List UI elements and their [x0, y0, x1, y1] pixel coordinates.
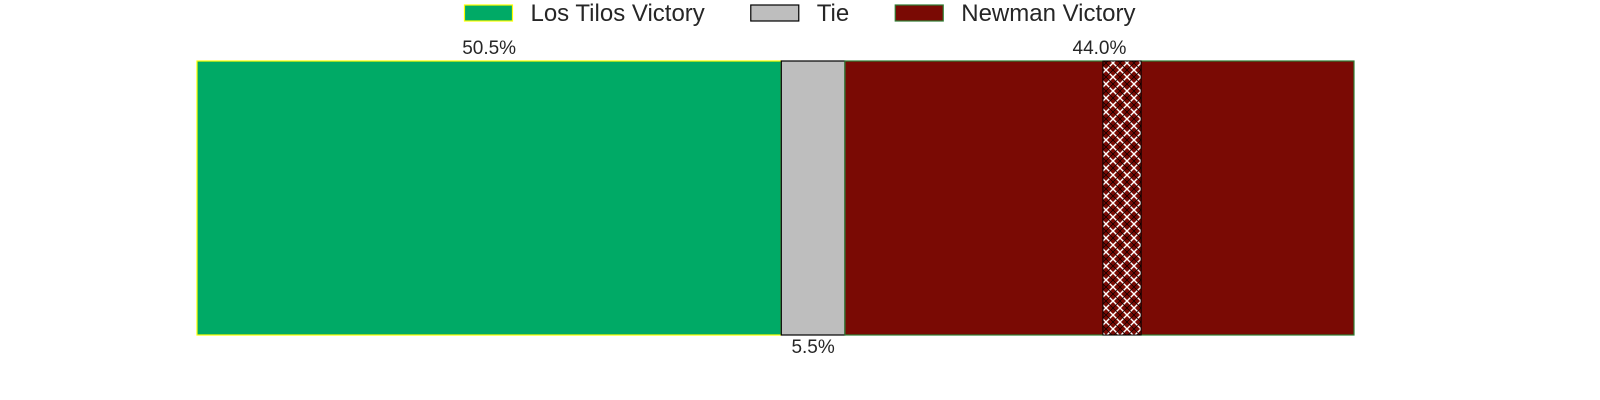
data-label-tie: 5.5% — [791, 337, 834, 358]
legend-label-newman-victory: Newman Victory — [961, 0, 1135, 27]
legend-item-tie: Tie — [750, 0, 849, 27]
legend-swatch-tie — [750, 4, 800, 22]
legend-item-newman-victory: Newman Victory — [894, 0, 1136, 27]
bar-newman-victory — [844, 60, 1355, 336]
legend-swatch-los-tilos-victory — [463, 4, 514, 22]
hatched-region — [1102, 60, 1142, 336]
plot-area — [196, 60, 1355, 336]
bar-tie — [780, 60, 846, 336]
legend-item-los-tilos-victory: Los Tilos Victory — [463, 0, 705, 27]
data-label-newman-victory: 44.0% — [1073, 38, 1127, 59]
legend-swatch-newman-victory — [894, 4, 944, 22]
legend: Los Tilos Victory Tie Newman Victory — [463, 0, 1136, 27]
data-labels: 50.5% 5.5% 44.0% — [462, 38, 1126, 358]
legend-label-tie: Tie — [817, 0, 849, 27]
data-label-los-tilos-victory: 50.5% — [462, 38, 516, 59]
legend-label-los-tilos-victory: Los Tilos Victory — [530, 0, 704, 27]
bar-los-tilos-victory — [196, 60, 782, 336]
